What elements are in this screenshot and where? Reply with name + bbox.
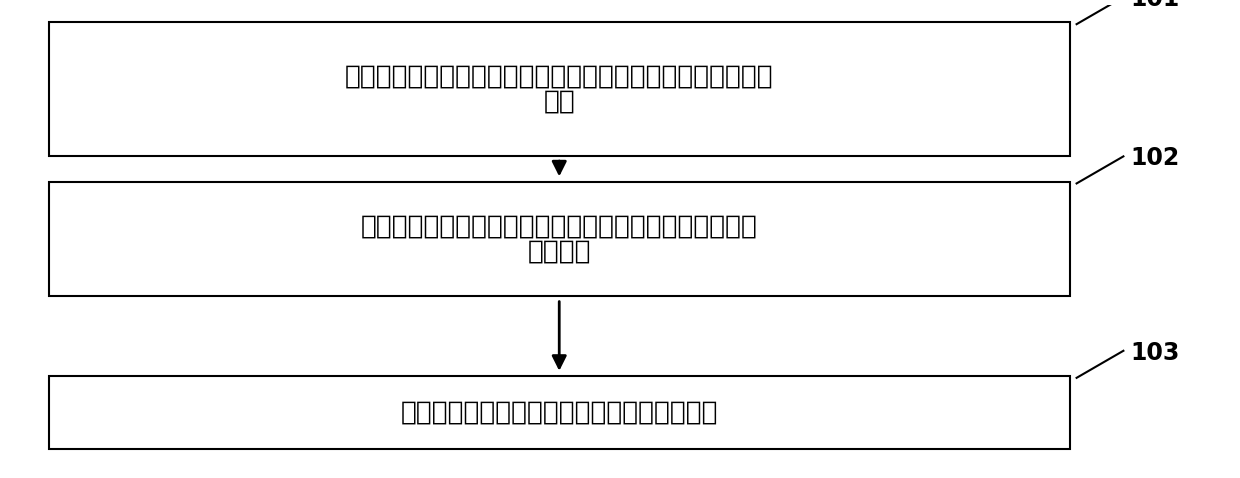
Bar — [48, 22, 1070, 156]
Text: 智能音箱控制智能音箱熄屏显示第一目标内容: 智能音箱控制智能音箱熄屏显示第一目标内容 — [401, 399, 718, 425]
Text: 若距离小于指定距离，智能音箱获取与距离相对应的第一: 若距离小于指定距离，智能音箱获取与距离相对应的第一 — [361, 213, 758, 239]
Text: 101: 101 — [1131, 0, 1179, 11]
Bar — [48, 182, 1070, 296]
Text: 当智能音箱处于熄屏状态时，智能音箱检测用户与智能音箱的: 当智能音箱处于熄屏状态时，智能音箱检测用户与智能音箱的 — [345, 63, 774, 89]
Bar — [48, 376, 1070, 449]
Text: 目标内容: 目标内容 — [527, 239, 591, 265]
Text: 距离: 距离 — [543, 89, 575, 115]
Text: 102: 102 — [1131, 146, 1179, 170]
Text: 103: 103 — [1131, 341, 1179, 365]
